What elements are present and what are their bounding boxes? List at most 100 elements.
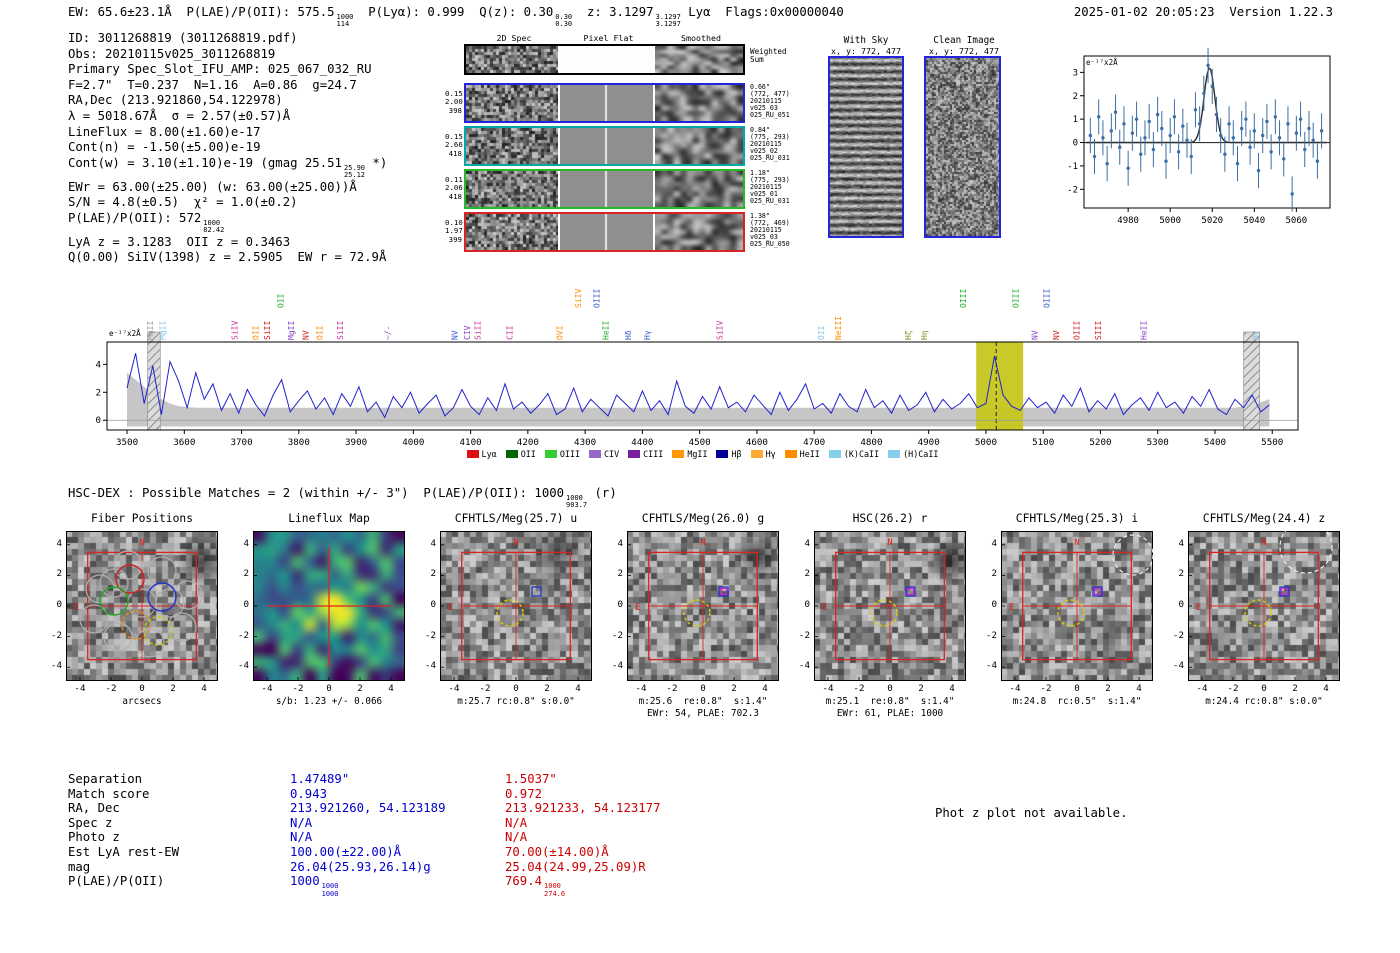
panel-y-tick: -2	[1172, 629, 1184, 641]
x-tick-label: 4600	[746, 437, 768, 448]
panel-x-tick: 0	[139, 683, 145, 694]
match-value: 213.921233, 54.123177	[505, 801, 660, 817]
detection-highlight-band	[976, 342, 1024, 430]
smoothed-image	[655, 128, 743, 164]
panel-y-tick: 4	[1178, 537, 1184, 549]
panel-y-tick: 4	[804, 537, 810, 549]
text-segment: Q(0.00) SiIV(1398) z = 2.5905 EW r = 72.…	[68, 250, 387, 265]
legend-item: Hβ	[716, 449, 742, 459]
spec2d-left-label: 0.11 2.06 418	[445, 175, 463, 201]
catalog-marker-blue	[1092, 586, 1103, 597]
fraction: 0.30 0.30	[555, 13, 573, 29]
spec2d-col-header: Smoothed	[681, 33, 721, 43]
fraction: 1000 903.7	[566, 494, 588, 510]
catalog-marker-magenta	[1280, 587, 1289, 596]
text-segment: Lyα Flags:0x00000040	[680, 5, 844, 19]
fraction: 25.90 25.12	[343, 163, 366, 180]
text-segment: EW: 65.6±23.1Å P(LAE)/P(OII): 575.5	[68, 5, 335, 19]
spec2d-image	[466, 85, 558, 121]
emission-line-label: NeIII	[834, 316, 843, 340]
x-tick-label: 4980	[1117, 216, 1139, 226]
x-tick-label: 3700	[230, 437, 252, 448]
catalog-marker-blue	[531, 586, 542, 597]
text-segment: 0.972	[505, 786, 543, 801]
emission-line-label: HeII	[1139, 321, 1148, 340]
text-segment: ID: 3011268819 (3011268819.pdf)	[68, 31, 298, 45]
spec2d-col-header: Pixel Flat	[583, 33, 634, 43]
panel-y-tick: -2	[237, 629, 249, 641]
data-point	[1143, 136, 1147, 140]
text-segment: N/A	[290, 830, 313, 845]
legend-swatch	[505, 450, 518, 458]
catalog-marker-blue	[1279, 586, 1290, 597]
x-tick-label: 4900	[918, 437, 940, 448]
clean-image-coords: x, y: 772, 477	[929, 46, 999, 56]
data-point	[1118, 145, 1122, 149]
x-tick-label: 5100	[1032, 437, 1054, 448]
panel-x-tick: 2	[170, 683, 176, 694]
panel-y-tick: 2	[1178, 568, 1184, 580]
y-tick-label: 4	[95, 359, 101, 370]
legend-swatch	[466, 450, 479, 458]
emission-line-label: Hζ	[904, 330, 913, 340]
x-tick-label: 5400	[1204, 437, 1226, 448]
cutout-overlay: NE	[66, 531, 218, 681]
panel-x-tick: 4	[201, 683, 207, 694]
compass-north-label: N	[1074, 538, 1079, 548]
data-point	[1130, 131, 1135, 135]
panel-y-tick: 4	[991, 537, 997, 549]
data-point	[1319, 129, 1324, 133]
info-line: λ = 5018.67Å σ = 2.57(±0.57)Å	[68, 109, 387, 125]
legend-item: (H)CaII	[888, 449, 938, 459]
panel-x-tick: -2	[479, 683, 491, 694]
gaussian-fit-curve	[1086, 66, 1327, 144]
text-segment: LyA z = 3.1283 OII z = 0.3463	[68, 234, 291, 249]
data-point	[1307, 126, 1311, 131]
y-tick-label: -1	[1067, 162, 1078, 172]
catalog-marker-blue	[718, 586, 729, 597]
cutout-panel-title: Lineflux Map	[288, 512, 370, 525]
panel-y-tick: 0	[56, 599, 62, 610]
text-segment: EWr = 63.00(±25.00) (w: 63.00(±25.00))Å	[68, 179, 357, 194]
cutout-panels-row: Fiber Positions N E 4 2 0 -2 -4 -4 -2 0 2 4 arcsecs Li…	[0, 510, 1400, 728]
legend-item: HeII	[784, 449, 820, 459]
data-point	[1239, 126, 1244, 131]
fiber-circle-blue	[147, 582, 177, 612]
with-sky-coords: x, y: 772, 477	[831, 46, 901, 56]
info-line: LineFlux = 8.00(±1.60)e-17	[68, 125, 387, 141]
spec2d-row	[464, 83, 745, 123]
emission-line-label: Hγ	[643, 330, 652, 340]
text-segment: 100.00(±22.00)Å	[290, 845, 402, 859]
data-point	[1168, 133, 1172, 138]
compass-east-label: E	[635, 603, 640, 613]
x-tick-label: 5000	[975, 437, 997, 448]
panel-x-tick: 4	[388, 683, 394, 694]
panel-xlabel: arcsecs	[122, 696, 162, 707]
text-segment: Primary Spec_Slot_IFU_AMP: 025_067_032_R…	[68, 62, 372, 77]
data-point	[1097, 115, 1101, 119]
fraction: 3.1297 3.1297	[655, 13, 681, 29]
panel-x-tick: 4	[1136, 683, 1142, 694]
data-point	[1294, 131, 1299, 135]
legend-item: CIII	[628, 449, 663, 459]
data-point	[1088, 133, 1093, 138]
y-tick-label: 0	[1073, 139, 1078, 149]
panel-x-tick: -4	[74, 683, 86, 694]
y-tick-label: 1	[1073, 115, 1078, 125]
match-value: 26.04(25.93,26.14)g	[290, 860, 431, 876]
emission-line-label: CIV	[463, 325, 472, 340]
legend-label: CIV	[604, 449, 620, 459]
clean-image	[924, 56, 1001, 238]
full-spectrum-plot: 3500 3600 3700 3800 3900 4000 4100 4200 4300 4400…	[95, 289, 1299, 448]
data-point	[1164, 159, 1168, 163]
emission-line-label: HeII	[602, 321, 611, 340]
panel-y-tick: 0	[430, 599, 436, 610]
panel-x-tick: 2	[731, 683, 737, 694]
spec2d-image	[466, 128, 558, 164]
emission-line-label: NV	[1031, 330, 1040, 340]
emission-line-label: Hδ	[624, 330, 633, 340]
emission-line-label: SiII	[474, 321, 483, 340]
panel-xlabel: s/b: 1.23 +/- 0.066	[275, 696, 383, 707]
compass-east-label: E	[74, 603, 79, 613]
legend-label: HeII	[799, 449, 820, 459]
